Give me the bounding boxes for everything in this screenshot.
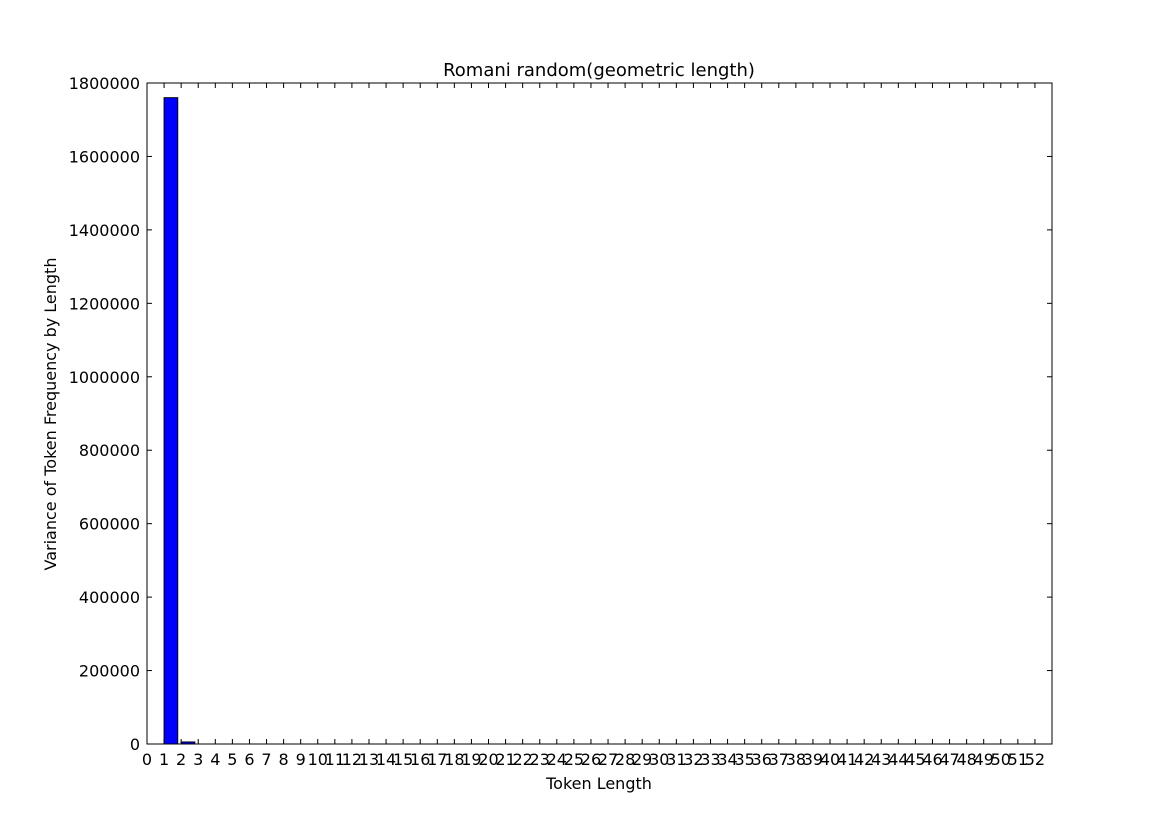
bar-series — [163, 97, 196, 745]
x-tick-label: 21 — [495, 750, 515, 769]
x-tick-label: 49 — [974, 750, 994, 769]
x-tick-label: 40 — [820, 750, 840, 769]
x-tick-label: 5 — [227, 750, 237, 769]
x-tick-label: 1 — [159, 750, 169, 769]
x-tick-label: 25 — [564, 750, 584, 769]
y-tick-label: 200000 — [79, 662, 140, 681]
y-tick-label: 800000 — [79, 441, 140, 460]
x-tick-label: 10 — [308, 750, 328, 769]
x-tick-label: 38 — [786, 750, 806, 769]
x-tick-label: 7 — [261, 750, 271, 769]
x-tick-label: 45 — [905, 750, 925, 769]
x-tick-label: 52 — [1025, 750, 1045, 769]
x-tick-label: 0 — [142, 750, 152, 769]
x-tick-label: 14 — [376, 750, 396, 769]
x-tick-label: 9 — [296, 750, 306, 769]
y-tick-label: 1200000 — [69, 294, 140, 313]
x-tick-label: 43 — [871, 750, 891, 769]
x-tick-label: 23 — [530, 750, 550, 769]
x-tick-label: 15 — [393, 750, 413, 769]
x-tick-label: 42 — [854, 750, 874, 769]
x-tick-label: 48 — [956, 750, 976, 769]
x-tick-label: 36 — [752, 750, 772, 769]
x-tick-label: 2 — [176, 750, 186, 769]
y-tick-label: 400000 — [79, 588, 140, 607]
x-tick-label: 47 — [939, 750, 959, 769]
y-tick-label: 600000 — [79, 515, 140, 534]
chart-title: Romani random(geometric length) — [443, 60, 755, 81]
x-tick-label: 12 — [342, 750, 362, 769]
axis-ticks: 0 1 2 3 4 5 6 7 8 9 101112131415161718192021222324… — [69, 74, 1052, 769]
x-tick-label: 32 — [683, 750, 703, 769]
y-tick-label: 1800000 — [69, 74, 140, 93]
x-tick-label: 11 — [325, 750, 345, 769]
y-tick-label: 0 — [130, 735, 140, 754]
x-tick-label: 35 — [734, 750, 754, 769]
x-tick-label: 50 — [991, 750, 1011, 769]
x-tick-label: 44 — [888, 750, 908, 769]
x-tick-label: 3 — [193, 750, 203, 769]
y-tick-label: 1600000 — [69, 147, 140, 166]
bar — [163, 97, 179, 745]
y-axis-label: Variance of Token Frequency by Length — [41, 258, 60, 571]
x-tick-label: 16 — [410, 750, 430, 769]
x-tick-label: 46 — [922, 750, 942, 769]
x-tick-label: 39 — [803, 750, 823, 769]
x-tick-label: 22 — [512, 750, 532, 769]
x-tick-label: 34 — [717, 750, 737, 769]
x-tick-label: 24 — [547, 750, 567, 769]
plot-frame — [146, 82, 1053, 745]
x-tick-label: 28 — [615, 750, 635, 769]
x-tick-label: 6 — [244, 750, 254, 769]
x-tick-label: 17 — [427, 750, 447, 769]
x-tick-label: 26 — [581, 750, 601, 769]
x-axis-label: Token Length — [545, 774, 652, 793]
x-tick-label: 37 — [769, 750, 789, 769]
x-tick-label: 13 — [359, 750, 379, 769]
x-tick-label: 27 — [598, 750, 618, 769]
y-tick-label: 1400000 — [69, 221, 140, 240]
y-tick-label: 1000000 — [69, 368, 140, 387]
x-tick-label: 51 — [1008, 750, 1028, 769]
x-tick-label: 30 — [649, 750, 669, 769]
x-tick-label: 18 — [444, 750, 464, 769]
x-tick-label: 41 — [837, 750, 857, 769]
x-tick-label: 31 — [666, 750, 686, 769]
x-tick-label: 4 — [210, 750, 220, 769]
x-tick-label: 20 — [478, 750, 498, 769]
x-tick-label: 33 — [700, 750, 720, 769]
x-tick-label: 19 — [461, 750, 481, 769]
x-tick-label: 8 — [279, 750, 289, 769]
x-tick-label: 29 — [632, 750, 652, 769]
